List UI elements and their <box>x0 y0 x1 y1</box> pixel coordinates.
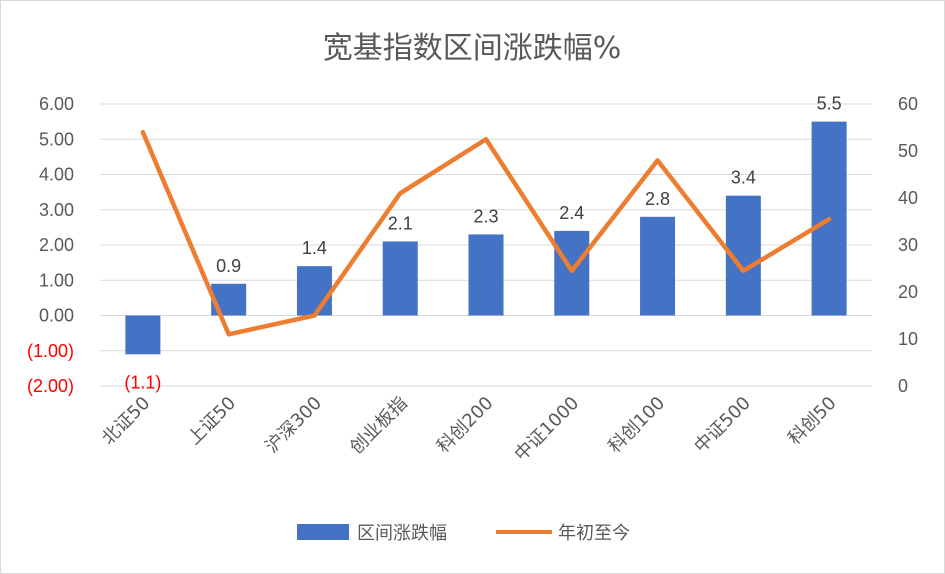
bar-data-label: (1.1) <box>124 372 161 392</box>
category-axis-labels: 北证50 上证50 沪深300 创业板指 科创200 中证1000 科创100 中证500 科创… <box>98 393 841 466</box>
bar-data-label: 3.4 <box>731 168 756 188</box>
bar-series <box>125 121 847 355</box>
bar-data-label: 5.5 <box>817 94 842 114</box>
right-tick-label: 40 <box>898 188 918 208</box>
bar <box>468 234 504 316</box>
left-tick-label: 5.00 <box>39 129 74 149</box>
bar <box>382 241 418 316</box>
category-label: 科创50 <box>784 393 841 450</box>
category-label: 上证50 <box>184 393 241 450</box>
bar-data-label: 2.8 <box>645 189 670 209</box>
bar <box>640 216 676 316</box>
bar <box>125 315 161 355</box>
bar-data-label: 1.4 <box>302 238 327 258</box>
right-tick-label: 0 <box>898 376 908 396</box>
legend-bar-swatch <box>297 524 349 540</box>
right-tick-label: 30 <box>898 235 918 255</box>
right-tick-label: 60 <box>898 94 918 114</box>
category-label: 科创200 <box>433 393 498 458</box>
category-label: 沪深300 <box>261 393 326 458</box>
left-tick-label: (1.00) <box>27 341 74 361</box>
legend-line-label: 年初至今 <box>558 523 630 544</box>
bar <box>554 230 590 316</box>
legend: 区间涨跌幅 年初至今 <box>297 523 630 544</box>
left-tick-label: 0.00 <box>39 306 74 326</box>
left-tick-label: (2.00) <box>27 376 74 396</box>
bar <box>296 266 332 316</box>
line-series <box>140 129 832 337</box>
right-tick-label: 10 <box>898 329 918 349</box>
category-label: 创业板指 <box>346 393 412 459</box>
bar-data-label: 2.3 <box>473 206 498 226</box>
left-tick-label: 3.00 <box>39 200 74 220</box>
bar-data-label: 0.9 <box>216 256 241 276</box>
category-label: 中证500 <box>690 393 755 458</box>
category-label: 北证50 <box>98 393 155 450</box>
left-tick-label: 6.00 <box>39 94 74 114</box>
left-axis-ticks: 6.00 5.00 4.00 3.00 2.00 1.00 0.00 (1.00) (2.00) <box>27 94 74 396</box>
left-tick-label: 1.00 <box>39 270 74 290</box>
bar-data-label: 2.1 <box>388 213 413 233</box>
left-tick-label: 2.00 <box>39 235 74 255</box>
bar-data-labels: (1.1) 0.9 1.4 2.1 2.3 2.4 2.8 3.4 5.5 <box>124 94 841 393</box>
category-label: 中证1000 <box>511 393 584 466</box>
left-tick-label: 4.00 <box>39 165 74 185</box>
legend-bar-label: 区间涨跌幅 <box>357 523 447 544</box>
right-axis-ticks: 60 50 40 30 20 10 0 <box>898 94 918 396</box>
chart-title: 宽基指数区间涨跌幅% <box>323 31 622 66</box>
right-tick-label: 20 <box>898 282 918 302</box>
right-tick-label: 50 <box>898 141 918 161</box>
bar-data-label: 2.4 <box>559 203 584 223</box>
category-label: 科创100 <box>604 393 669 458</box>
